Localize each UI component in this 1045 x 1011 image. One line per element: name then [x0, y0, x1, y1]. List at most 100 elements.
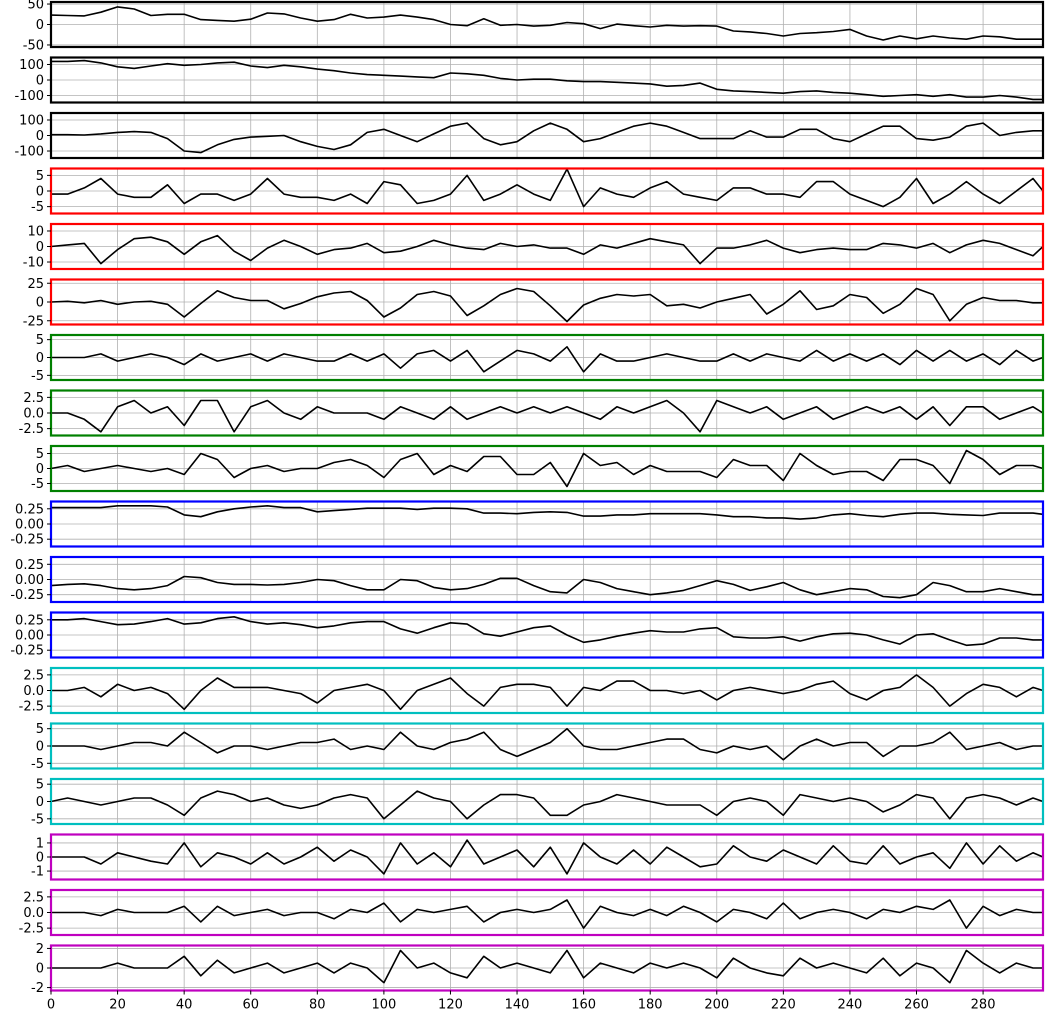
x-tick-label: 220 — [771, 998, 796, 1011]
y-tick-label: -5 — [31, 757, 44, 772]
x-tick-label: 280 — [971, 998, 996, 1011]
y-tick-label: 0 — [36, 296, 44, 311]
y-tick-label: -0.25 — [10, 533, 44, 548]
series-line — [51, 899, 1043, 929]
y-tick-label: -100 — [14, 145, 44, 160]
x-tick-label: 200 — [704, 998, 729, 1011]
x-tick-label: 0 — [47, 998, 55, 1011]
subplot-6: 25 0 -25 — [23, 277, 1045, 329]
y-tick-label: 2.5 — [23, 890, 44, 905]
subplot-9: 50-5 — [31, 444, 1045, 493]
y-tick-label: 0 — [36, 351, 44, 366]
series-line — [51, 346, 1044, 373]
subplot-11: 0.250.00-0.25 — [10, 555, 1045, 603]
y-tick-label: 0.25 — [15, 613, 44, 628]
y-tick-label: 10 — [27, 224, 44, 239]
y-tick-label: 0 — [36, 185, 44, 200]
y-tick-label: -5 — [31, 369, 44, 384]
y-tick-label: 5 — [36, 778, 44, 793]
y-tick-label: -0.25 — [10, 644, 44, 659]
x-tick-label: 260 — [904, 998, 929, 1011]
x-tick-label: 120 — [438, 998, 463, 1011]
y-tick-label: 2.5 — [23, 391, 44, 406]
y-tick-label: 0.00 — [15, 629, 44, 644]
series-line — [51, 168, 1044, 208]
y-tick-label: 0 — [36, 129, 44, 144]
y-tick-label: 0.25 — [15, 502, 44, 517]
series-line — [50, 287, 1043, 323]
series-line — [51, 59, 1043, 101]
x-tick-label: 20 — [109, 998, 126, 1011]
series-line — [51, 122, 1043, 154]
series-line — [51, 674, 1044, 711]
y-tick-label: -25 — [23, 314, 44, 329]
y-tick-label: -1 — [31, 865, 44, 880]
y-tick-label: 0.0 — [23, 407, 44, 422]
y-tick-label: 100 — [19, 113, 44, 128]
y-tick-label: -50 — [23, 38, 44, 53]
subplot-1: 50 0 -50 — [23, 0, 1045, 53]
series-line — [51, 399, 1044, 433]
y-tick-label: 0.25 — [15, 558, 44, 573]
y-tick-label: -2.5 — [19, 422, 44, 437]
x-tick-label: 80 — [309, 998, 326, 1011]
series-line — [50, 234, 1044, 265]
y-tick-label: 0 — [36, 795, 44, 810]
series-line — [50, 449, 1044, 488]
y-tick-label: 2 — [36, 942, 44, 957]
series-line — [51, 727, 1043, 761]
subplot-10: 0.250.00-0.25 — [10, 500, 1045, 548]
series-line — [50, 790, 1044, 820]
subplot-14: 5 0 -5 — [31, 722, 1045, 772]
subplot-18: 2 0 -2 — [31, 942, 1045, 996]
y-tick-label: 100 — [19, 58, 44, 73]
y-tick-label: 1 — [36, 836, 44, 851]
series-line — [51, 949, 1043, 984]
y-tick-label: 0 — [36, 240, 44, 255]
x-tick-label: 100 — [371, 998, 396, 1011]
subplot-16: 10-1 — [31, 833, 1045, 881]
y-tick-label: 0.0 — [23, 906, 44, 921]
y-tick-label: 0.00 — [15, 518, 44, 533]
subplot-4: 50-5 — [31, 167, 1045, 215]
y-tick-label: 0.0 — [23, 684, 44, 699]
series-line — [51, 505, 1044, 520]
y-tick-label: 0 — [36, 74, 44, 89]
y-tick-label: 0 — [36, 740, 44, 755]
y-tick-label: 5 — [36, 722, 44, 737]
y-tick-label: -5 — [31, 812, 44, 827]
y-tick-label: 0 — [36, 462, 44, 477]
y-tick-label: -2 — [31, 981, 44, 996]
x-tick-label: 60 — [242, 998, 259, 1011]
y-tick-label: -100 — [14, 89, 44, 104]
y-tick-label: 0 — [36, 18, 44, 33]
y-tick-label: 2.5 — [23, 668, 44, 683]
x-tick-label: 240 — [838, 998, 863, 1011]
subplot-12: 0.250.00-0.25 — [10, 611, 1045, 659]
subplot-15: 5 0 -5 — [31, 778, 1045, 827]
y-tick-label: 0 — [36, 851, 44, 866]
x-tick-label: 40 — [176, 998, 193, 1011]
y-tick-label: -5 — [31, 200, 44, 215]
y-tick-label: 5 — [36, 447, 44, 462]
y-tick-label: -0.25 — [10, 588, 44, 603]
subplot-5: 100-10 — [23, 222, 1045, 271]
y-tick-label: 5 — [36, 333, 44, 348]
y-tick-label: 50 — [27, 0, 44, 13]
series-line — [50, 575, 1043, 599]
y-tick-label: -2.5 — [19, 700, 44, 715]
y-tick-label: 25 — [27, 277, 44, 292]
series-line — [51, 616, 1043, 647]
subplot-13: 2.50.0-2.5 — [19, 666, 1045, 715]
subplot-8: 2.50.0-2.5 — [19, 389, 1045, 437]
x-tick-label: 140 — [505, 998, 530, 1011]
x-tick-label: 160 — [571, 998, 596, 1011]
y-tick-label: -5 — [31, 477, 44, 492]
subplot-17: 2.50.0-2.5 — [19, 888, 1045, 937]
y-tick-label: 5 — [36, 169, 44, 184]
x-tick-label: 180 — [638, 998, 663, 1011]
y-tick-label: 0.00 — [15, 573, 44, 588]
